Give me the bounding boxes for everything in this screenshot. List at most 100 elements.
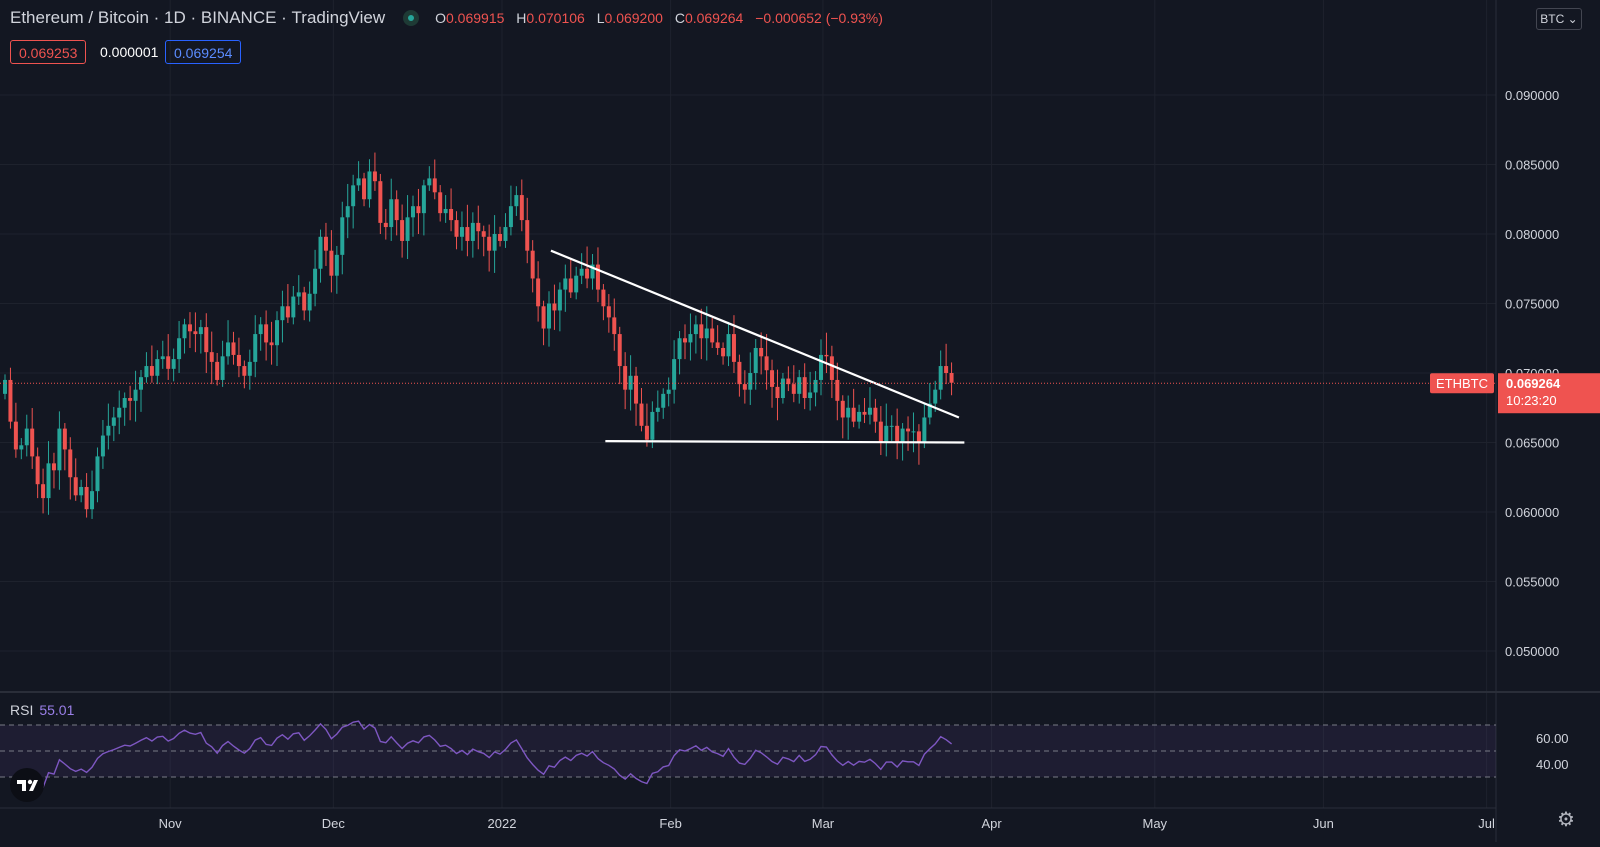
candle-body	[530, 250, 535, 279]
candle	[160, 340, 165, 369]
candle-body	[19, 445, 24, 450]
candle	[41, 468, 46, 514]
candle	[568, 257, 573, 298]
vertical-gridlines	[169, 0, 1488, 808]
candle-body	[813, 379, 818, 393]
buy-price-button[interactable]: 0.069254	[165, 40, 242, 64]
currency-label: BTC	[1540, 12, 1565, 26]
candle	[323, 222, 328, 266]
close-value: 0.069264	[684, 10, 744, 26]
price-tag-bg	[1498, 373, 1600, 414]
candle-body	[683, 338, 687, 343]
candle	[30, 408, 35, 469]
candle	[111, 406, 116, 442]
candle-body	[878, 421, 883, 443]
candle-body	[449, 208, 454, 221]
candle	[334, 245, 339, 294]
rsi-legend[interactable]: RSI 55.01	[10, 702, 74, 718]
time-tick-label: Jun	[1313, 816, 1334, 831]
candle	[737, 354, 742, 397]
rsi-value: 55.01	[39, 702, 75, 718]
candle-body	[715, 342, 720, 348]
candle-body	[797, 377, 802, 394]
rsi-tick-label: 40.00	[1536, 757, 1569, 772]
candle-body	[334, 254, 339, 276]
candle-body	[628, 375, 633, 390]
gear-icon[interactable]: ⚙	[1557, 809, 1575, 831]
candle	[867, 387, 872, 425]
candle	[829, 345, 834, 399]
candle-body	[24, 428, 29, 446]
candle	[786, 366, 791, 392]
candle	[601, 284, 606, 321]
candle-body	[693, 324, 698, 335]
change-value: −0.000652 (−0.93%)	[755, 10, 883, 26]
close-label: C	[674, 10, 685, 26]
candle	[938, 350, 943, 400]
upper-trendline[interactable]	[550, 249, 960, 419]
candle-body	[454, 220, 459, 237]
candle	[612, 298, 617, 351]
interval[interactable]: 1D	[164, 8, 186, 27]
candle-body	[313, 268, 318, 294]
time-tick-label: Apr	[981, 816, 1002, 831]
candle	[808, 371, 813, 411]
candle	[916, 424, 921, 465]
candle	[454, 211, 459, 250]
candle-body	[236, 354, 241, 367]
symbol-name[interactable]: Ethereum / Bitcoin	[10, 8, 149, 27]
candle	[177, 321, 182, 373]
candle	[394, 190, 399, 236]
candle	[503, 213, 508, 248]
candle-body	[699, 324, 704, 339]
rsi-panel[interactable]: 60.00 40.00	[0, 691, 1600, 789]
candle	[95, 447, 100, 503]
candle-body	[949, 373, 954, 383]
price-tick-label: 0.065000	[1505, 436, 1559, 451]
time-axis[interactable]: Nov Dec 2022 Feb Mar Apr May Jun Jul	[0, 807, 1496, 831]
high-label: H	[516, 10, 527, 26]
candle	[307, 281, 312, 322]
candle-body	[824, 354, 829, 357]
price-axis[interactable]: 0.0900000.0850000.0800000.0750000.070000…	[1495, 0, 1600, 842]
candle-body	[503, 227, 508, 241]
candle-body	[427, 178, 432, 186]
candle-body	[41, 484, 46, 499]
candle-body	[590, 264, 595, 279]
candle	[264, 310, 269, 361]
candle	[19, 438, 24, 460]
candle-body	[356, 178, 361, 186]
candle-body	[677, 338, 682, 360]
candle	[541, 300, 546, 346]
candle-body	[601, 289, 606, 307]
candle	[721, 342, 726, 365]
candle-body	[470, 222, 475, 241]
candle-body	[889, 425, 894, 427]
candle	[530, 240, 535, 293]
candle	[851, 388, 856, 428]
rsi-label: RSI	[10, 702, 34, 718]
price-axis-bg	[1496, 0, 1600, 842]
lower-trendline[interactable]	[605, 440, 965, 444]
candle	[269, 321, 274, 365]
candle	[128, 385, 133, 421]
candle	[449, 188, 454, 232]
candle	[35, 447, 40, 499]
candle-body	[835, 379, 840, 401]
legend-separator: ·	[185, 8, 201, 27]
currency-dropdown-button[interactable]: BTC ⌄	[1536, 8, 1582, 30]
ohlc-values: O0.069915 H0.070106 L0.069200 C0.069264 …	[435, 10, 891, 26]
sell-price-button[interactable]: 0.069253	[10, 40, 87, 64]
triangle-trendlines[interactable]	[550, 249, 965, 444]
candle-body	[323, 236, 328, 251]
candle	[846, 395, 851, 440]
high-value: 0.070106	[526, 10, 585, 26]
tradingview-logo-icon[interactable]	[10, 768, 44, 802]
candle	[356, 161, 361, 191]
candle	[285, 284, 290, 323]
candle-body	[759, 347, 764, 357]
symbol-legend[interactable]: Ethereum / Bitcoin · 1D · BINANCE · Trad…	[10, 8, 891, 28]
candle	[416, 188, 421, 234]
